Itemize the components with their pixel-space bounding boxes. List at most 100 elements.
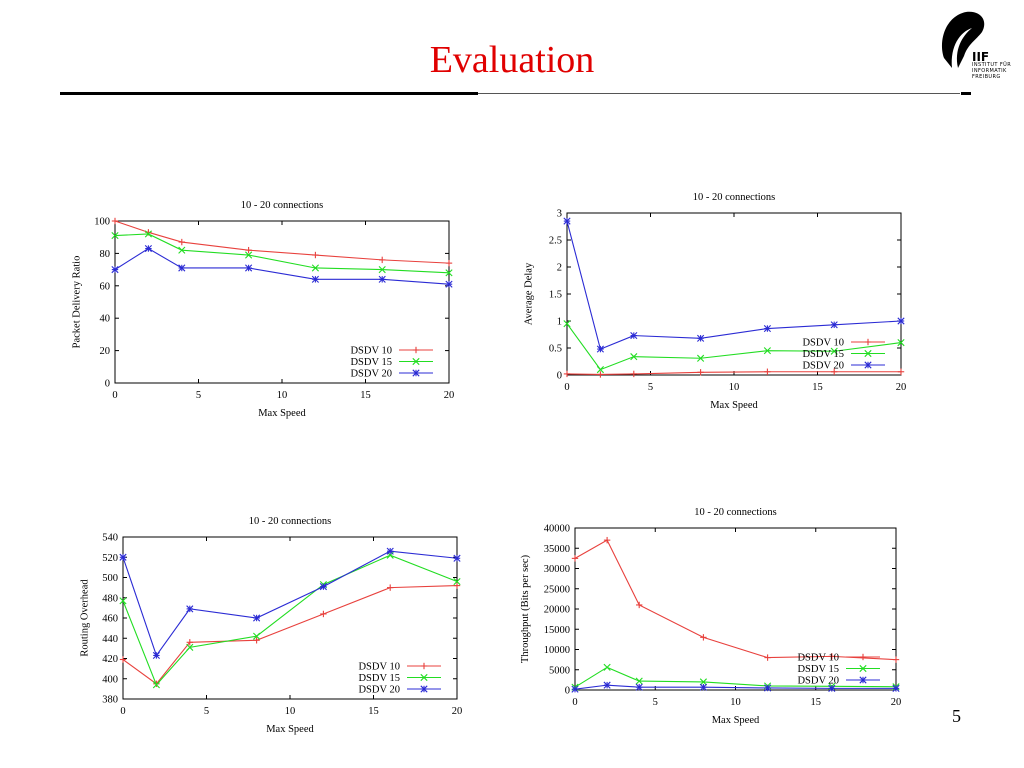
data-point-stroke: [253, 614, 261, 622]
data-point-stroke: [152, 681, 160, 689]
data-point: [571, 685, 579, 693]
data-point: [630, 353, 638, 361]
legend-label: DSDV 20: [802, 361, 844, 372]
legend-marker: [864, 349, 872, 358]
data-point-stroke: [378, 266, 386, 274]
data-point: [152, 651, 160, 660]
y-tick-label: 1.5: [549, 290, 562, 301]
data-point-stroke: [763, 347, 771, 355]
y-tick-label: 2.5: [549, 236, 562, 247]
legend-marker: [412, 369, 420, 377]
y-tick-label: 10000: [544, 645, 570, 656]
series-line-dsdv-15: [574, 666, 897, 688]
y-tick-label: 20: [100, 346, 111, 357]
x-tick-label: 0: [572, 697, 577, 708]
data-point-stroke: [245, 251, 253, 259]
y-tick-label: 0.5: [549, 344, 562, 355]
data-point: [320, 610, 327, 618]
title-rule-thick: [60, 92, 478, 95]
data-point-stroke: [596, 345, 604, 353]
data-point-stroke: [596, 366, 604, 374]
data-point-stroke: [111, 231, 119, 240]
legend-label: DSDV 15: [358, 673, 400, 684]
iif-logo-mark: [942, 11, 985, 68]
data-point: [111, 217, 119, 225]
data-point: [445, 269, 453, 277]
data-point-stroke: [386, 547, 394, 555]
legend-marker: [412, 346, 420, 354]
y-axis-label: Throughput (Bits per sec): [520, 554, 531, 663]
data-point: [763, 347, 771, 355]
iif-logo: IIF INSTITUT FÜR INFORMATIK FREIBURG: [936, 10, 1018, 90]
data-point: [828, 653, 835, 660]
y-tick-label: 60: [100, 281, 111, 292]
data-point: [152, 681, 160, 689]
data-point: [697, 354, 705, 362]
data-point-stroke: [563, 217, 571, 225]
legend-marker: [420, 662, 428, 670]
data-point-stroke: [603, 663, 611, 671]
y-tick-label: 520: [102, 553, 118, 564]
data-point: [387, 584, 394, 591]
legend-label: DSDV 20: [797, 676, 839, 687]
data-point-stroke: [828, 684, 836, 692]
data-point-stroke: [144, 244, 152, 253]
plot-frame: [574, 527, 897, 691]
y-tick-label: 3: [557, 209, 562, 220]
data-point: [378, 266, 386, 274]
data-point: [563, 320, 571, 328]
data-point: [186, 643, 194, 651]
legend-marker: [859, 676, 867, 684]
y-tick-label: 2: [557, 263, 562, 274]
data-point: [892, 656, 900, 663]
legend-marker-stroke: [412, 369, 420, 377]
legend-label: DSDV 20: [358, 685, 400, 696]
data-point-stroke: [311, 275, 319, 283]
x-axis-label: Max Speed: [266, 724, 314, 735]
x-tick-label: 10: [277, 390, 288, 401]
data-point-stroke: [178, 264, 186, 272]
data-point: [253, 632, 261, 640]
data-point: [144, 244, 152, 253]
data-point: [111, 266, 119, 274]
x-tick-label: 15: [368, 706, 379, 717]
x-tick-label: 20: [896, 382, 907, 393]
x-tick-label: 0: [120, 706, 125, 717]
data-point-stroke: [253, 632, 261, 640]
x-tick-label: 20: [452, 706, 463, 717]
data-point: [630, 370, 637, 378]
data-point: [445, 280, 453, 288]
y-axis-label: Average Delay: [524, 262, 535, 325]
legend-marker: [859, 653, 867, 661]
data-point: [603, 681, 611, 689]
data-point: [897, 339, 905, 347]
data-point-stroke: [445, 280, 453, 288]
data-point-stroke: [571, 685, 579, 693]
data-point: [596, 366, 604, 374]
y-tick-label: 20000: [544, 605, 570, 616]
legend-marker-stroke: [859, 664, 867, 673]
x-tick-label: 5: [204, 706, 209, 717]
x-tick-label: 10: [285, 706, 296, 717]
data-point: [144, 230, 152, 238]
data-point: [111, 231, 119, 240]
legend-label: DSDV 15: [802, 349, 844, 360]
y-tick-label: 30000: [544, 564, 570, 575]
y-tick-label: 540: [102, 533, 118, 544]
x-tick-label: 15: [360, 390, 371, 401]
x-axis-label: Max Speed: [258, 408, 306, 419]
data-point: [453, 554, 461, 562]
legend-marker: [420, 673, 428, 682]
data-point: [563, 370, 571, 378]
y-tick-label: 420: [102, 654, 118, 665]
y-tick-label: 480: [102, 593, 118, 604]
data-point-stroke: [152, 651, 160, 660]
data-point-stroke: [111, 266, 119, 274]
page-number: 5: [952, 706, 961, 726]
data-point-stroke: [178, 246, 186, 254]
data-point: [603, 663, 611, 671]
data-point-stroke: [630, 353, 638, 361]
title-rule-thin: [478, 93, 960, 94]
y-tick-label: 460: [102, 614, 118, 625]
